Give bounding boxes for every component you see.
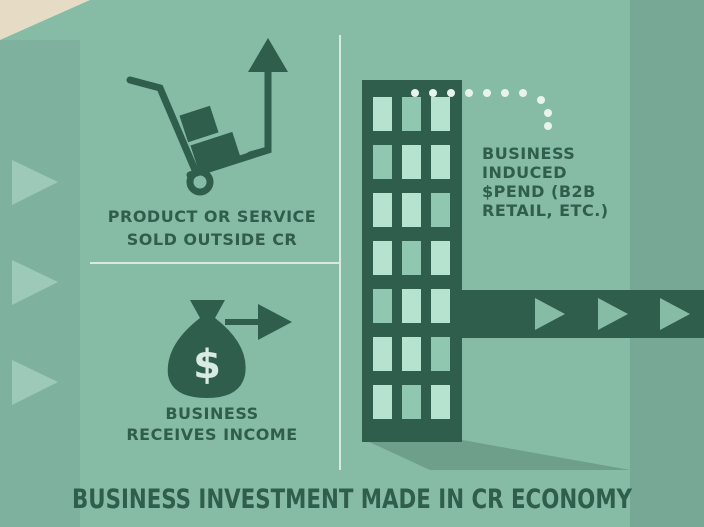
building-label-line: $PEND (B2B <box>482 182 596 201</box>
window <box>431 97 450 131</box>
bag-arrow-head <box>258 304 292 340</box>
window <box>431 241 450 275</box>
window <box>373 337 392 371</box>
window <box>402 145 421 179</box>
window <box>373 97 392 131</box>
window <box>431 289 450 323</box>
title: BUSINESS INVESTMENT MADE IN CR ECONOMY <box>72 484 632 515</box>
bag-symbol: $ <box>193 342 221 388</box>
window <box>431 193 450 227</box>
window <box>431 145 450 179</box>
window <box>373 289 392 323</box>
cart-boxes <box>179 105 242 175</box>
window <box>402 241 421 275</box>
window <box>402 97 421 131</box>
building-label-line: BUSINESS <box>482 144 575 163</box>
window <box>431 385 450 419</box>
dotted-path <box>411 89 552 130</box>
window <box>402 337 421 371</box>
left-arrows <box>12 160 58 405</box>
building-label-line: INDUCED <box>482 163 567 182</box>
money-bag <box>167 300 246 398</box>
income-label-line: BUSINESS <box>165 404 258 423</box>
window <box>373 145 392 179</box>
window <box>373 385 392 419</box>
income-label-line: RECEIVES INCOME <box>126 425 297 444</box>
windows <box>373 97 450 419</box>
building-label-line: RETAIL, ETC.) <box>482 201 609 220</box>
product-label-line: PRODUCT OR SERVICE <box>108 207 316 226</box>
window <box>373 241 392 275</box>
window <box>402 193 421 227</box>
window <box>402 289 421 323</box>
corner-strip <box>0 0 90 40</box>
flow-arrows <box>535 298 690 330</box>
building-shadow <box>365 440 630 470</box>
right-band <box>630 0 704 527</box>
window <box>431 337 450 371</box>
product-label-line: SOLD OUTSIDE CR <box>127 230 298 249</box>
window <box>402 385 421 419</box>
window <box>373 193 392 227</box>
cart-arrow <box>248 38 288 72</box>
